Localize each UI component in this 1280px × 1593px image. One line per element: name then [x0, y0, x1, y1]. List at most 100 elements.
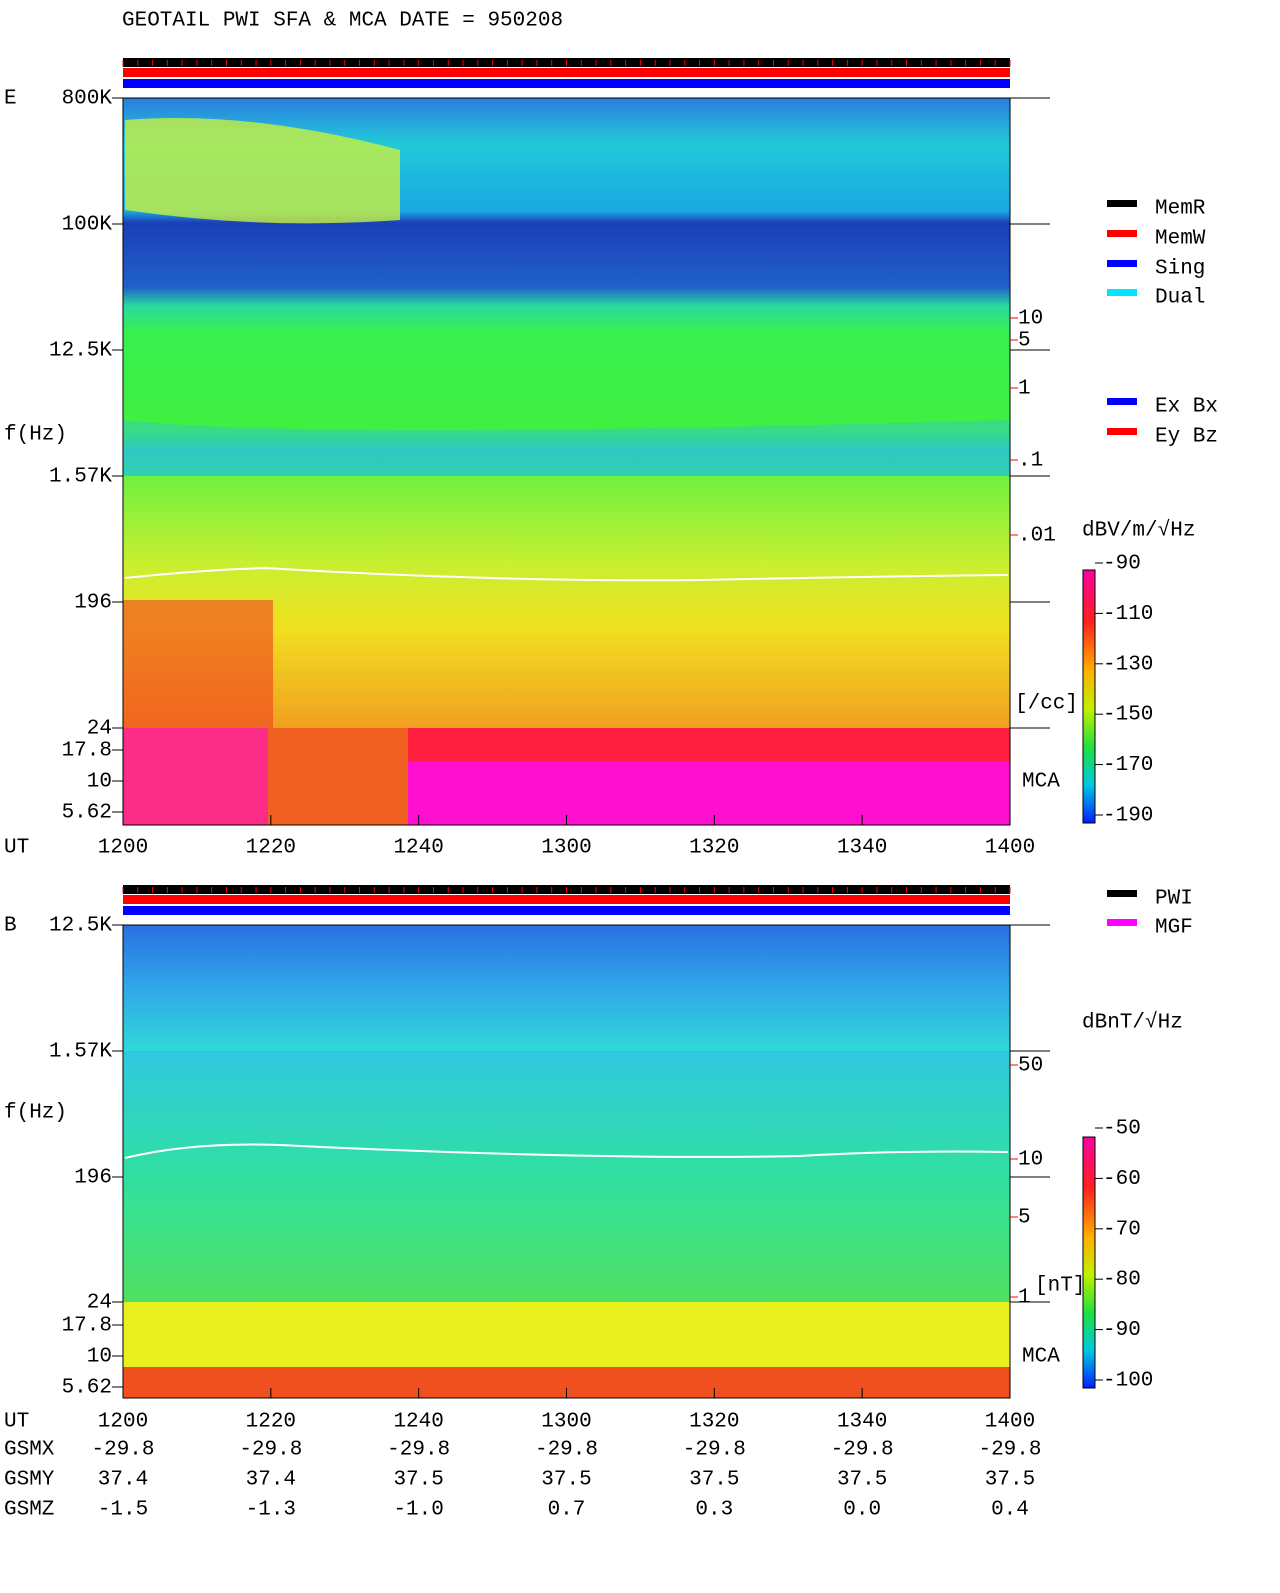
legend-label: Ey Bz: [1155, 426, 1218, 449]
colorbar: [1082, 1136, 1096, 1389]
colorbar-label: -50: [1103, 1118, 1141, 1141]
field-line: [124, 1143, 1009, 1159]
x-axis-title: UT: [4, 1411, 29, 1434]
colorbar-label: -130: [1103, 653, 1153, 676]
component-label: E: [4, 88, 17, 111]
legend-label: Sing: [1155, 258, 1205, 281]
scale-unit: [nT]: [1035, 1275, 1085, 1298]
legend-swatch: [1107, 890, 1137, 897]
orbit-value: 0.3: [695, 1499, 733, 1522]
colorbar-label: -110: [1103, 603, 1153, 626]
y-tick-label: 100K: [62, 214, 113, 237]
colorbar-title: dBV/m/√Hz: [1082, 519, 1195, 543]
x-tick-label: 1340: [837, 837, 887, 860]
legend-label: PWI: [1155, 888, 1193, 911]
density-line: [124, 566, 1009, 582]
orbit-value: 37.5: [541, 1469, 591, 1492]
scale-label: 50: [1018, 1055, 1043, 1078]
colorbar-label: -150: [1103, 704, 1153, 727]
legend-swatch: [1107, 428, 1137, 435]
scale-label: .01: [1018, 525, 1056, 548]
legend-swatch: [1107, 919, 1137, 926]
mode-bar: [123, 895, 1010, 904]
x-tick-label: 1320: [689, 837, 739, 860]
emission: [123, 600, 273, 728]
orbit-value: 37.5: [985, 1469, 1035, 1492]
y-tick-label: 196: [74, 1167, 112, 1190]
x-tick-label: 1300: [541, 837, 591, 860]
x-axis-title: UT: [4, 837, 29, 860]
orbit-value: 37.4: [98, 1469, 148, 1492]
y-tick-label: 5.62: [62, 802, 112, 825]
orbit-value: -29.8: [831, 1439, 894, 1462]
y-tick-label: 24: [87, 718, 112, 741]
mode-bar: [123, 79, 1010, 88]
orbit-value: -29.8: [239, 1439, 302, 1462]
orbit-value: -1.3: [246, 1499, 296, 1522]
y-tick-label: 17.8: [62, 740, 112, 763]
orbit-value: 0.7: [548, 1499, 586, 1522]
legend-label: MGF: [1155, 917, 1193, 940]
colorbar-label: -80: [1103, 1269, 1141, 1292]
legend-swatch: [1107, 260, 1137, 267]
y-tick-label: 24: [87, 1292, 112, 1315]
y-tick-label: 1.57K: [49, 1041, 112, 1064]
orbit-name: GSMY: [4, 1469, 55, 1492]
orbit-value: 37.4: [246, 1469, 296, 1492]
spectrogram-mca: [123, 1302, 1010, 1367]
scale-label: 1: [1018, 1287, 1031, 1310]
orbit-value: 0.4: [991, 1499, 1029, 1522]
mode-bar: [123, 68, 1010, 77]
spectrogram-sfa-high: [123, 925, 1010, 1051]
colorbar-label: -90: [1103, 553, 1141, 576]
orbit-value: -1.5: [98, 1499, 148, 1522]
scale-unit: [/cc]: [1015, 693, 1078, 716]
y-tick-label: 1.57K: [49, 466, 112, 489]
x-tick-label: 1220: [246, 837, 296, 860]
colorbar: [1082, 569, 1096, 824]
scale-label: 10: [1018, 1149, 1043, 1172]
orbit-value: -29.8: [978, 1439, 1041, 1462]
x-tick-label: 1340: [837, 1411, 887, 1434]
y-tick-label: 17.8: [62, 1315, 112, 1338]
y-tick-label: 800K: [62, 88, 113, 111]
orbit-value: 37.5: [393, 1469, 443, 1492]
colorbar-label: -70: [1103, 1218, 1141, 1241]
y-tick-label: 12.5K: [49, 340, 112, 363]
y-axis-title: f(Hz): [4, 1102, 67, 1125]
mode-bar: [123, 906, 1010, 915]
scale-label: 5: [1018, 330, 1031, 353]
x-tick-label: 1220: [246, 1411, 296, 1434]
x-tick-label: 1400: [985, 837, 1035, 860]
orbit-value: 37.5: [837, 1469, 887, 1492]
colorbar-label: -60: [1103, 1168, 1141, 1191]
mca-label: MCA: [1022, 1346, 1060, 1369]
y-tick-label: 196: [74, 592, 112, 615]
component-label: B: [4, 915, 17, 938]
spectrogram-mca: [123, 728, 268, 825]
x-tick-label: 1320: [689, 1411, 739, 1434]
legend-swatch: [1107, 398, 1137, 405]
y-tick-label: 10: [87, 1346, 112, 1369]
legend-swatch: [1107, 230, 1137, 237]
orbit-value: 37.5: [689, 1469, 739, 1492]
orbit-name: GSMX: [4, 1439, 55, 1462]
y-tick-label: 12.5K: [49, 915, 112, 938]
emission: [125, 118, 400, 224]
orbit-value: -1.0: [393, 1499, 443, 1522]
scale-label: 5: [1018, 1207, 1031, 1230]
colorbar-label: -190: [1103, 805, 1153, 828]
legend-swatch: [1107, 200, 1137, 207]
orbit-value: -29.8: [387, 1439, 450, 1462]
colorbar-label: -90: [1103, 1319, 1141, 1342]
scale-label: .1: [1018, 450, 1043, 473]
orbit-value: -29.8: [535, 1439, 598, 1462]
colorbar-label: -100: [1103, 1370, 1153, 1393]
orbit-name: GSMZ: [4, 1499, 54, 1522]
title: GEOTAIL PWI SFA & MCA DATE = 950208: [122, 10, 563, 33]
x-tick-label: 1240: [393, 837, 443, 860]
colorbar-title: dBnT/√Hz: [1082, 1011, 1183, 1035]
orbit-value: 0.0: [843, 1499, 881, 1522]
scale-label: 10: [1018, 308, 1043, 331]
